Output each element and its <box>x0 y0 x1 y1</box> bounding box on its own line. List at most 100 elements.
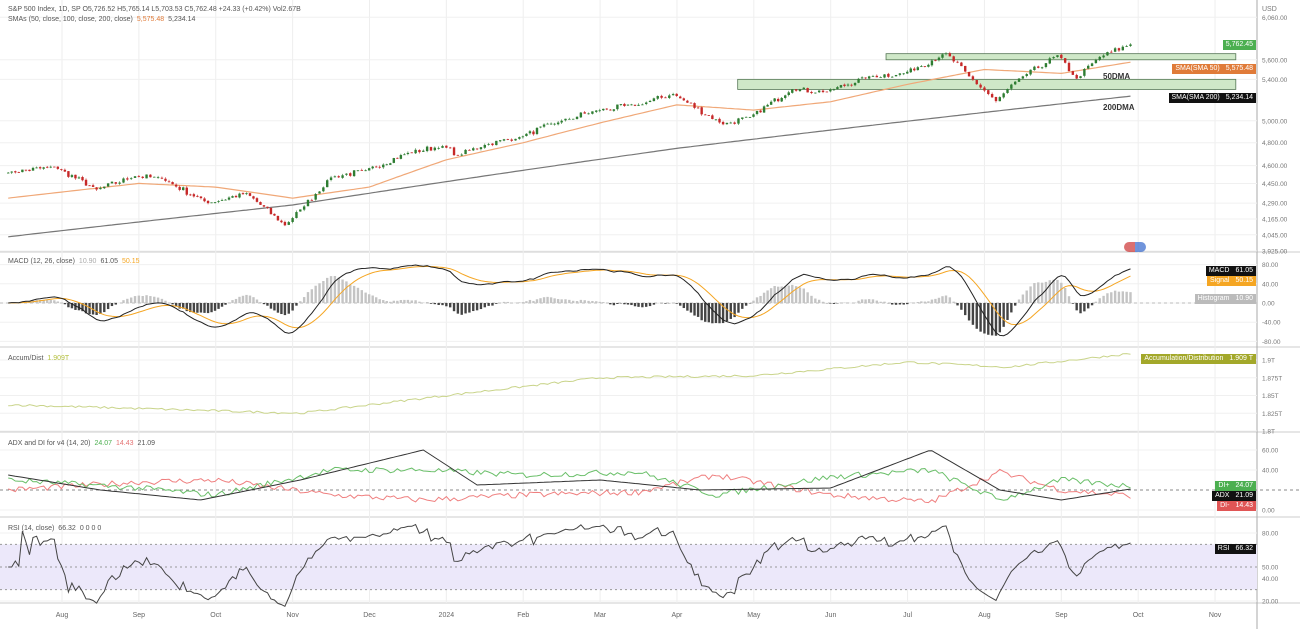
macd-histogram-bar <box>213 303 217 311</box>
macd-histogram-bar <box>686 303 689 311</box>
macd-histogram-bar <box>364 292 367 303</box>
rsi-line <box>8 523 1131 607</box>
adx-legend: ADX and DI for v4 (14, 20) 24.07 14.43 21.0… <box>8 440 159 447</box>
candle-body <box>971 76 975 80</box>
macd-histogram-bar <box>960 303 963 310</box>
candle-body <box>930 60 934 66</box>
macd-histogram-bar <box>595 301 598 303</box>
candle-body <box>1060 54 1063 59</box>
candle-body <box>35 167 38 169</box>
candle-body <box>843 84 846 86</box>
candle-body <box>729 122 732 124</box>
rsi-value: 66.32 <box>58 525 76 532</box>
macd-histogram-bar <box>472 303 475 312</box>
macd-histogram-bar <box>448 303 452 308</box>
candle-body <box>623 103 626 106</box>
macd-histogram-bar <box>99 303 102 314</box>
flag-icon[interactable] <box>1124 242 1146 252</box>
adx-label: ADX and DI for v4 (14, 20) <box>8 440 91 447</box>
macd-histogram-bar <box>259 302 262 303</box>
macd-histogram-bar <box>137 295 141 303</box>
candle-body <box>518 137 521 139</box>
macd-histogram-bar <box>623 303 626 305</box>
macd-histogram-bar <box>535 299 539 303</box>
macd-histogram-bar <box>641 303 644 308</box>
macd-histogram-bar <box>1040 282 1044 303</box>
candle-body <box>464 149 467 155</box>
candle-body <box>587 113 590 115</box>
candle-body <box>53 166 56 168</box>
macd-histogram-bar <box>994 303 998 336</box>
candle-body <box>528 131 532 134</box>
macd-histogram-bar <box>857 300 860 303</box>
sma200-tag: SMA(SMA 200) 5,234.14 <box>1168 93 1256 103</box>
macd-histogram-bar <box>609 303 612 305</box>
ad-value: 1.909T <box>47 355 70 362</box>
macd-histogram-bar <box>273 303 276 311</box>
macd-histogram-bar <box>682 303 686 309</box>
macd-histogram-bar <box>971 303 975 325</box>
macd-histogram-bar <box>707 303 711 323</box>
candle-body <box>987 90 990 95</box>
candle-body <box>6 172 10 174</box>
macd-label: MACD (12, 26, close) <box>8 258 75 265</box>
sma200-legend-value: 5,234.14 <box>168 16 196 23</box>
candle-body <box>579 112 583 118</box>
candle-body <box>846 84 850 86</box>
macd-histogram-bar <box>185 303 188 312</box>
macd-histogram-bar <box>91 303 95 315</box>
candle-body <box>598 110 601 112</box>
candle-body <box>748 116 752 118</box>
macd-histogram-bar <box>648 303 652 307</box>
candle-body <box>1106 52 1109 56</box>
macd-histogram-bar <box>302 297 306 303</box>
candle-body <box>437 147 440 149</box>
candle-body <box>532 131 535 135</box>
candle-body <box>88 185 91 187</box>
candle-body <box>269 208 273 215</box>
candle-body <box>682 98 686 101</box>
macd-histogram-bar <box>156 297 160 303</box>
candle-body <box>456 154 460 156</box>
macd-histogram-bar <box>1010 303 1013 313</box>
candle-body <box>472 148 475 151</box>
macd-histogram-bar <box>262 303 266 305</box>
candle-body <box>832 89 836 91</box>
candle-body <box>356 170 360 172</box>
x-tick-label: Nov <box>286 612 299 619</box>
candle-body <box>452 147 456 156</box>
x-tick-label: Dec <box>363 612 376 619</box>
candle-body <box>318 191 321 194</box>
macd-histogram-bar <box>234 298 238 303</box>
macd-signal-line <box>8 265 1131 329</box>
macd-histogram-bar <box>755 297 759 303</box>
macd-histogram-bar <box>879 301 882 303</box>
candle-body <box>787 92 790 96</box>
candle-body <box>174 184 178 187</box>
macd-histogram-bar <box>998 303 1002 333</box>
macd-histogram-bar <box>930 299 934 303</box>
macd-histogram-bar <box>894 303 898 305</box>
candle-body <box>491 143 494 146</box>
candle-body <box>429 147 433 151</box>
macd-histogram-bar <box>255 299 259 303</box>
macd-histogram-bar <box>129 297 133 303</box>
candle-body <box>77 177 81 179</box>
x-tick-label: 2024 <box>439 612 455 619</box>
candle-body <box>479 147 483 150</box>
macd-histogram-bar <box>418 301 421 303</box>
candle-body <box>630 104 633 106</box>
candle-body <box>883 74 886 78</box>
macd-histogram-bar <box>645 303 648 307</box>
macd-histogram-bar <box>88 303 91 315</box>
macd-histogram-bar <box>464 303 467 314</box>
candle-body <box>696 107 700 109</box>
candle-body <box>752 114 755 117</box>
macd-tick-label: 0.00 <box>1262 301 1275 308</box>
candle-body <box>49 166 52 168</box>
macd-histogram-bar <box>227 302 231 303</box>
macd-histogram-bar <box>502 301 506 303</box>
macd-histogram-bar <box>762 292 766 303</box>
candle-body <box>633 104 637 106</box>
